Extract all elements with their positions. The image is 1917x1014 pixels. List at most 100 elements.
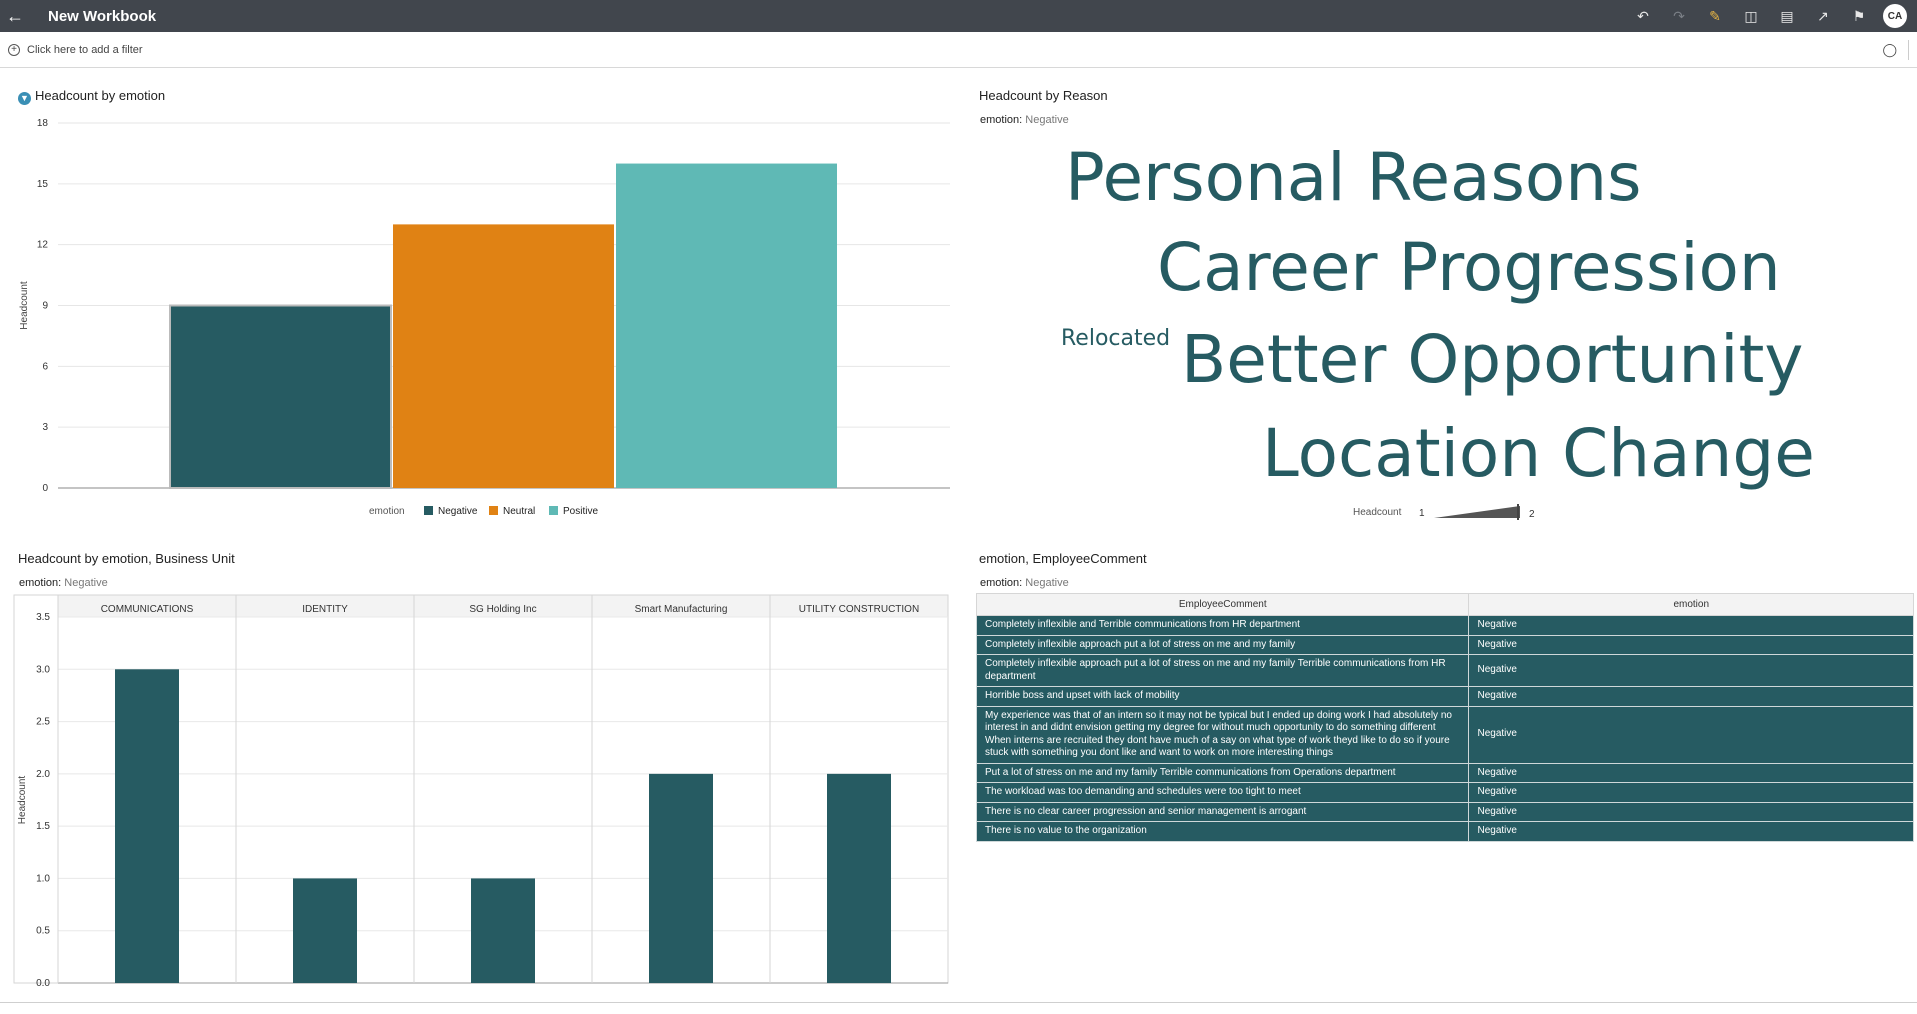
- table-cell-employeecomment: Put a lot of stress on me and my family …: [975, 762, 1470, 783]
- edit-icon[interactable]: ✎: [1709, 7, 1721, 24]
- legend-item-neutral: Neutral: [503, 506, 535, 517]
- y-axis-label: Headcount: [17, 776, 28, 825]
- legend-swatch-positive: [549, 506, 558, 515]
- viz4-filter: emotion: Negative: [980, 577, 1069, 589]
- viz4-title: emotion, EmployeeComment: [979, 551, 1147, 566]
- filter-bar: + Click here to add a filter ◯: [0, 32, 1917, 68]
- panel-header-label: Smart Manufacturing: [635, 604, 728, 615]
- size-legend-min: 1: [1419, 508, 1425, 519]
- table-row[interactable]: Horrible boss and upset with lack of mob…: [975, 686, 1914, 707]
- back-arrow-icon[interactable]: ←: [6, 5, 24, 26]
- viz2-filter-value: Negative: [1025, 114, 1069, 126]
- word-relocated[interactable]: Relocated: [1061, 326, 1171, 351]
- panel-header-label: COMMUNICATIONS: [101, 604, 194, 615]
- y-tick-label: 2.0: [36, 769, 50, 780]
- table-row[interactable]: Completely inflexible approach put a lot…: [975, 654, 1914, 687]
- viz1-bar-chart: 0 3 6 9 12 15 18 Headcount emotion Negative Neutra…: [19, 118, 950, 517]
- viz1-title: ▼ Headcount by emotion: [18, 88, 165, 105]
- column-header-emotion[interactable]: emotion: [1468, 593, 1914, 616]
- table-cell-emotion: Negative: [1468, 762, 1914, 783]
- y-tick-label: 3: [42, 422, 48, 433]
- bar-negative[interactable]: [169, 304, 392, 489]
- table-cell-emotion: Negative: [1468, 686, 1914, 707]
- word-location-change[interactable]: Location Change: [1262, 415, 1815, 492]
- table-row[interactable]: Put a lot of stress on me and my family …: [975, 762, 1914, 783]
- legend-swatch-neutral: [489, 506, 498, 515]
- y-tick-label: 15: [37, 179, 49, 190]
- word-better-opportunity[interactable]: Better Opportunity: [1181, 321, 1804, 398]
- bar-sg-holding-inc[interactable]: [471, 878, 535, 983]
- filter-clear-icon[interactable]: ◯: [1882, 42, 1897, 57]
- comment-icon[interactable]: ▤: [1780, 7, 1794, 24]
- y-tick-label: 0.0: [36, 978, 50, 989]
- divider: [1908, 40, 1909, 60]
- size-legend-max: 2: [1529, 509, 1535, 520]
- table-cell-employeecomment: Completely inflexible approach put a lot…: [975, 634, 1470, 655]
- top-bar: ← New Workbook ↶ ↷ ✎ ◫ ▤ ↗ ⚑ CA: [0, 0, 1917, 32]
- table-cell-employeecomment: The workload was too demanding and sched…: [975, 782, 1470, 803]
- export-icon[interactable]: ↗: [1817, 7, 1829, 24]
- table-cell-employeecomment: Horrible boss and upset with lack of mob…: [975, 686, 1470, 707]
- table-cell-emotion: Negative: [1468, 782, 1914, 803]
- bar-utility-construction[interactable]: [827, 773, 891, 983]
- table-cell-emotion: Negative: [1468, 801, 1914, 822]
- viz3-trellis-chart: 0.0 0.5 1.0 1.5 2.0 2.5 3.0 3.5 Headcount COMMUNI…: [13, 594, 949, 989]
- column-header-employeecomment[interactable]: EmployeeComment: [975, 593, 1470, 616]
- table-cell-emotion: Negative: [1468, 634, 1914, 655]
- redo-icon[interactable]: ↷: [1673, 7, 1685, 24]
- table-row[interactable]: There is no value to the organization Neg…: [975, 821, 1914, 842]
- bar-positive[interactable]: [616, 163, 837, 489]
- table-cell-employeecomment: My experience was that of an intern so i…: [975, 705, 1470, 764]
- y-tick-label: 9: [42, 301, 48, 312]
- y-axis-label: Headcount: [19, 281, 30, 330]
- bar-neutral[interactable]: [393, 224, 614, 488]
- table-cell-employeecomment: There is no clear career progression and…: [975, 801, 1470, 822]
- bar-smart-manufacturing[interactable]: [649, 773, 713, 983]
- viz2-filter-label: emotion:: [980, 114, 1023, 126]
- table-cell-employeecomment: There is no value to the organization: [975, 821, 1470, 842]
- y-tick-label: 3.5: [36, 612, 50, 623]
- bar-communications[interactable]: [115, 669, 179, 983]
- viz2-title: Headcount by Reason: [979, 88, 1108, 103]
- viz3-filter-value: Negative: [64, 577, 108, 589]
- y-tick-label: 18: [37, 118, 49, 129]
- toolbar: ↶ ↷ ✎ ◫ ▤ ↗ ⚑ CA: [1625, 0, 1917, 32]
- table-row[interactable]: There is no clear career progression and…: [975, 801, 1914, 822]
- filter-applied-icon[interactable]: ▼: [18, 92, 31, 105]
- viz2-filter: emotion: Negative: [980, 114, 1069, 126]
- add-filter-icon[interactable]: +: [8, 43, 20, 56]
- panel-header-label: UTILITY CONSTRUCTION: [799, 604, 919, 615]
- undo-icon[interactable]: ↶: [1637, 7, 1649, 24]
- bookmark-icon[interactable]: ⚑: [1852, 7, 1866, 24]
- y-tick-label: 2.5: [36, 717, 50, 728]
- table-cell-emotion: Negative: [1468, 705, 1914, 764]
- y-tick-label: 1.0: [36, 873, 50, 884]
- table-cell-employeecomment: Completely inflexible and Terrible commu…: [975, 615, 1470, 636]
- data-icon[interactable]: ◫: [1744, 7, 1758, 24]
- y-tick-label: 12: [37, 240, 49, 251]
- word-career-progression[interactable]: Career Progression: [1157, 229, 1781, 306]
- table-row[interactable]: Completely inflexible and Terrible commu…: [975, 615, 1914, 636]
- table-cell-employeecomment: Completely inflexible approach put a lot…: [975, 654, 1470, 687]
- legend-item-positive: Positive: [563, 506, 598, 517]
- y-tick-label: 0.5: [36, 926, 50, 937]
- legend-swatch-negative: [424, 506, 433, 515]
- bar-identity[interactable]: [293, 878, 357, 983]
- y-tick-label: 1.5: [36, 821, 50, 832]
- table-cell-emotion: Negative: [1468, 821, 1914, 842]
- table-row[interactable]: My experience was that of an intern so i…: [975, 705, 1914, 764]
- avatar[interactable]: CA: [1883, 4, 1907, 28]
- table-row[interactable]: The workload was too demanding and sched…: [975, 782, 1914, 803]
- table-header-row: EmployeeComment emotion: [975, 593, 1914, 616]
- viz1-title-text: Headcount by emotion: [35, 88, 166, 103]
- table-row[interactable]: Completely inflexible approach put a lot…: [975, 634, 1914, 655]
- legend-item-negative: Negative: [438, 506, 478, 517]
- add-filter-link[interactable]: Click here to add a filter: [27, 43, 143, 56]
- comment-table: EmployeeComment emotion Completely infle…: [975, 593, 1914, 842]
- panel-header-label: SG Holding Inc: [469, 604, 536, 615]
- viz3-filter-label: emotion:: [19, 577, 62, 589]
- y-tick-label: 6: [42, 361, 48, 372]
- table-cell-emotion: Negative: [1468, 615, 1914, 636]
- divider: [0, 1002, 1917, 1003]
- word-personal-reasons[interactable]: Personal Reasons: [1065, 139, 1642, 216]
